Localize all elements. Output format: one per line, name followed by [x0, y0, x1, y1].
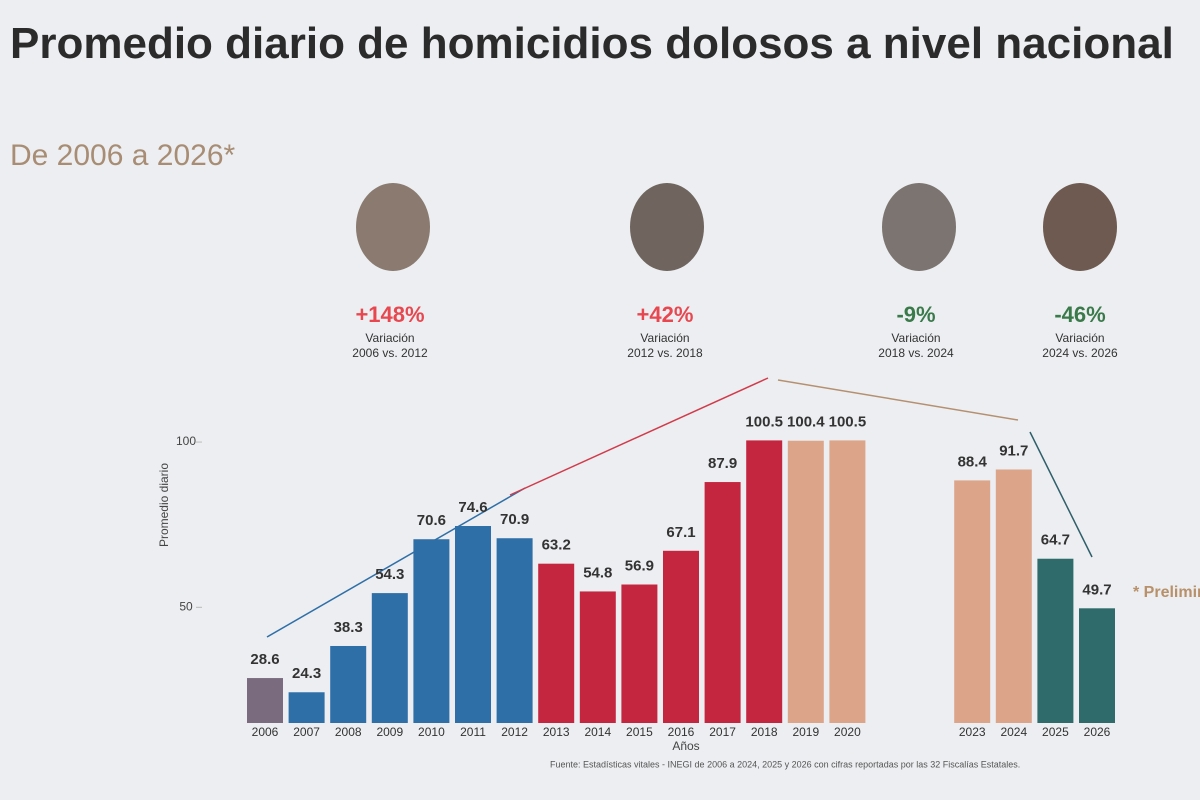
y-tick-label: 50	[179, 599, 193, 613]
value-label: 67.1	[666, 524, 695, 541]
period-label: 2012 vs. 2018	[627, 346, 703, 360]
bar	[704, 482, 741, 723]
x-tick-label: 2009	[376, 725, 403, 739]
x-tick-label: 2013	[543, 725, 570, 739]
bar	[787, 440, 824, 723]
x-tick-label: 2006	[252, 725, 279, 739]
x-tick-label: 2019	[792, 725, 819, 739]
portrait	[356, 183, 430, 271]
value-label: 100.5	[745, 413, 783, 430]
period-label: 2024 vs. 2026	[1042, 346, 1118, 360]
value-label: 87.9	[708, 455, 737, 472]
value-label: 70.9	[500, 511, 529, 528]
value-label: 100.5	[829, 413, 867, 430]
change-label: +42%	[637, 302, 694, 327]
variation-label: Variación	[365, 331, 414, 345]
trend-arrow	[509, 377, 769, 496]
portrait	[630, 183, 704, 271]
bar	[496, 538, 533, 723]
x-tick-label: 2007	[293, 725, 320, 739]
period-label: 2018 vs. 2024	[878, 346, 954, 360]
bar	[413, 539, 450, 723]
value-label: 91.7	[999, 442, 1028, 459]
x-tick-label: 2010	[418, 725, 445, 739]
x-tick-label: 2017	[709, 725, 736, 739]
bar	[621, 584, 658, 723]
bar	[371, 593, 408, 723]
value-label: 64.7	[1041, 532, 1070, 549]
change-label: -46%	[1054, 302, 1105, 327]
bar	[746, 440, 783, 723]
source: Fuente: Estadísticas vitales - INEGI de …	[550, 759, 1020, 769]
bar	[538, 563, 575, 723]
x-axis-label: Años	[672, 739, 699, 753]
x-tick-label: 2020	[834, 725, 861, 739]
value-label: 63.2	[542, 537, 571, 554]
value-label: 74.6	[458, 499, 487, 516]
trend-arrows	[266, 377, 1093, 638]
bar	[579, 591, 616, 723]
value-label: 54.8	[583, 564, 612, 581]
x-tick-label: 2012	[501, 725, 528, 739]
value-label: 56.9	[625, 557, 654, 574]
portraits	[356, 183, 1117, 271]
trend-arrow	[777, 379, 1019, 421]
bar	[663, 550, 699, 723]
note: * Preliminar	[1133, 584, 1200, 601]
change-label: +148%	[355, 302, 424, 327]
bar	[829, 440, 866, 723]
bar	[455, 526, 491, 723]
variation-label: Variación	[891, 331, 940, 345]
x-tick-label: 2016	[668, 725, 695, 739]
change-label: -9%	[896, 302, 935, 327]
value-label: 70.6	[417, 512, 446, 529]
bar	[1037, 558, 1074, 723]
value-label: 88.4	[958, 453, 988, 470]
value-label: 100.4	[787, 414, 825, 431]
x-tick-label: 2011	[460, 725, 486, 739]
portrait	[1043, 183, 1117, 271]
bar	[954, 480, 991, 723]
bar	[247, 678, 283, 723]
bar	[330, 645, 367, 723]
value-label: 54.3	[375, 566, 404, 583]
x-tick-label: 2024	[1000, 725, 1027, 739]
chart-title: Promedio diario de homicidios dolosos a …	[10, 19, 1174, 68]
value-label: 28.6	[250, 651, 279, 668]
bar	[995, 469, 1032, 723]
trend-arrow	[1029, 431, 1093, 558]
x-tick-label: 2008	[335, 725, 362, 739]
value-label: 38.3	[334, 619, 363, 636]
chart-subtitle: De 2006 a 2026*	[10, 139, 236, 172]
x-tick-label: 2014	[584, 725, 611, 739]
value-label: 24.3	[292, 665, 321, 682]
bar	[288, 692, 325, 723]
period-label: 2006 vs. 2012	[352, 346, 428, 360]
x-tick-label: 2015	[626, 725, 653, 739]
bar	[1079, 608, 1115, 723]
variation-label: Variación	[640, 331, 689, 345]
variation-label: Variación	[1055, 331, 1104, 345]
value-label: 49.7	[1082, 581, 1111, 598]
trend-arrow	[266, 487, 526, 638]
y-axis-label: Promedio diario	[157, 463, 171, 547]
portrait	[882, 183, 956, 271]
x-tick-label: 2023	[959, 725, 986, 739]
x-tick-label: 2025	[1042, 725, 1069, 739]
x-tick-label: 2018	[751, 725, 778, 739]
x-tick-label: 2026	[1084, 725, 1111, 739]
y-tick-label: 100	[176, 434, 196, 448]
